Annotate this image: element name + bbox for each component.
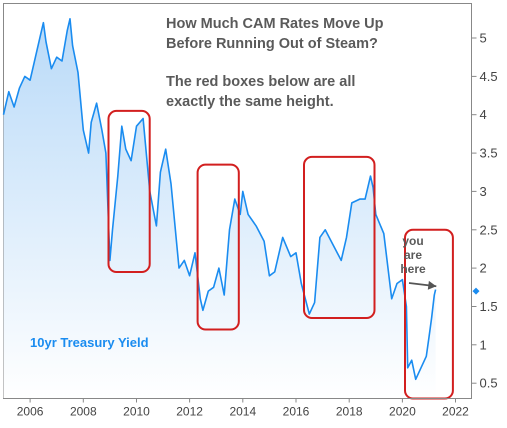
subtitle-line-2: exactly the same height. xyxy=(166,94,334,110)
annotation-line-1: you xyxy=(402,234,423,248)
annotation-line-2: are xyxy=(404,248,422,262)
x-tick-label: 2022 xyxy=(442,405,469,419)
title-line-2: Before Running Out of Steam? xyxy=(166,36,378,52)
title-line-1: How Much CAM Rates Move Up xyxy=(166,16,384,32)
y-tick-label: 4 xyxy=(480,107,487,122)
annotation-line-3: here xyxy=(400,262,426,276)
y-tick-label: 2.5 xyxy=(480,222,498,237)
y-tick-label: 4.5 xyxy=(480,69,498,84)
x-tick-label: 2006 xyxy=(17,405,44,419)
y-tick-label: 0.5 xyxy=(480,376,498,391)
x-tick-label: 2008 xyxy=(70,405,97,419)
y-tick-label: 1.5 xyxy=(480,299,498,314)
highlight-box-3 xyxy=(303,155,376,319)
x-tick-label: 2012 xyxy=(176,405,203,419)
highlight-boxes xyxy=(107,109,454,400)
x-tick-label: 2020 xyxy=(389,405,416,419)
x-tick-label: 2018 xyxy=(336,405,363,419)
chart-title: How Much CAM Rates Move Up Before Running… xyxy=(166,16,384,52)
y-tick-label: 2 xyxy=(480,261,487,276)
x-axis-ticks: 2006 2008 2010 2012 2014 2016 2018 2020 2022 xyxy=(17,398,469,419)
y-tick-label: 1 xyxy=(480,337,487,352)
x-tick-label: 2010 xyxy=(123,405,150,419)
last-value-marker xyxy=(472,287,480,295)
y-tick-label: 3.5 xyxy=(480,146,498,161)
series-label-10yr-treasury-yield: 10yr Treasury Yield xyxy=(30,335,149,350)
x-tick-label: 2014 xyxy=(229,405,256,419)
y-tick-label: 3 xyxy=(480,184,487,199)
y-axis-ticks: 0.5 1 1.5 2 2.5 3 3.5 4 4.5 5 xyxy=(471,31,498,391)
chart-subtitle: The red boxes below are all exactly the s… xyxy=(166,74,355,110)
x-tick-label: 2016 xyxy=(283,405,310,419)
subtitle-line-1: The red boxes below are all xyxy=(166,74,355,90)
highlight-box-2 xyxy=(196,163,240,331)
y-tick-label: 5 xyxy=(480,31,487,46)
annotation-arrow-head xyxy=(427,280,437,290)
highlight-box-1 xyxy=(107,109,151,274)
series-area-fill xyxy=(3,18,436,399)
